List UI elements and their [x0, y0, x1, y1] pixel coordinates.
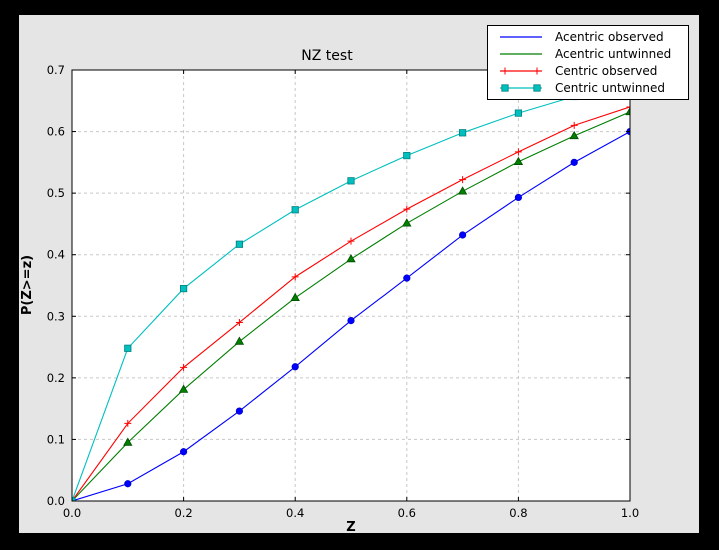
series-marker-acentric-untwinned: [178, 384, 189, 393]
legend: Acentric observed Acentric untwinned Cen…: [487, 25, 689, 100]
series-marker-centric-untwinned: [124, 344, 132, 352]
legend-marker: [533, 84, 541, 92]
legend-line-sample-centric-observed: [500, 67, 542, 75]
series-marker-centric-untwinned: [458, 129, 467, 137]
series-marker-acentric-untwinned: [123, 437, 133, 446]
legend-line-sample-acentric-untwinned: [500, 53, 542, 55]
series-marker-acentric-untwinned: [625, 106, 630, 116]
x-tick-label: 0.8: [509, 506, 527, 520]
x-tick-label: 0.6: [398, 506, 416, 520]
series-marker-centric-observed: [347, 237, 355, 245]
y-tick-label: 0.3: [47, 309, 65, 323]
series-marker-centric-observed: [514, 148, 522, 156]
legend-item: Centric observed: [488, 63, 688, 78]
x-tick-label: 1.0: [621, 506, 639, 520]
series-marker-acentric-observed: [124, 480, 132, 488]
series-marker-acentric-untwinned: [569, 130, 579, 140]
series-marker-centric-observed: [403, 205, 411, 213]
y-tick-label: 0.2: [47, 371, 65, 385]
y-tick-label: 0.0: [47, 494, 65, 508]
series-marker-acentric-untwinned: [457, 186, 468, 195]
chart-layers: 0.0 0.2 0.4 0.6 0.8 1.0 0.0 0.1 0.2 0.3 0.4 0.5 0.6 0…: [47, 63, 639, 520]
series-marker-acentric-observed: [458, 231, 467, 239]
legend-label: Centric untwinned: [555, 80, 666, 95]
series-marker-centric-observed: [459, 176, 467, 184]
legend-line-sample-centric-untwinned: [500, 84, 542, 92]
y-tick-label: 0.7: [47, 63, 65, 77]
series-marker-centric-observed: [180, 363, 188, 371]
legend-marker: [501, 67, 509, 75]
series-marker-centric-observed: [291, 273, 299, 281]
series-marker-centric-untwinned: [179, 284, 188, 293]
legend-marker: [501, 84, 509, 92]
legend-item: Centric untwinned: [488, 80, 688, 95]
y-tick-label: 0.6: [47, 125, 65, 139]
series-marker-centric-untwinned: [347, 177, 355, 185]
legend-item: Acentric untwinned: [488, 47, 688, 62]
series-marker-centric-untwinned: [235, 240, 243, 248]
legend-label: Centric observed: [555, 63, 658, 78]
series-marker-acentric-untwinned: [346, 254, 356, 263]
x-tick-label: 0.2: [174, 506, 192, 520]
series-marker-centric-observed: [626, 103, 630, 111]
y-axis-label: P(Z>=z): [20, 255, 35, 315]
chart-title: NZ test: [301, 48, 353, 64]
legend-label: Acentric observed: [555, 30, 664, 45]
series-marker-centric-untwinned: [291, 206, 299, 214]
series-marker-centric-observed: [124, 419, 132, 427]
series-marker-centric-observed: [235, 318, 243, 326]
x-tick-label: 0.4: [286, 506, 304, 520]
series-marker-centric-observed: [570, 121, 578, 129]
series-marker-acentric-observed: [514, 193, 523, 202]
series-marker-acentric-observed: [347, 316, 355, 325]
series-marker-acentric-untwinned: [402, 218, 412, 227]
series-marker-acentric-observed: [570, 158, 578, 166]
series-marker-acentric-observed: [235, 407, 243, 415]
series-marker-centric-untwinned: [403, 151, 411, 160]
y-tick-label: 0.4: [47, 248, 65, 262]
legend-item: Acentric observed: [488, 30, 688, 45]
series-acentric-observed: [72, 127, 630, 501]
x-tick-label: 0.0: [63, 506, 81, 520]
series-marker-acentric-observed: [291, 363, 299, 371]
series-marker-acentric-untwinned: [513, 156, 524, 165]
series-marker-acentric-untwinned: [290, 292, 300, 302]
series-centric-observed: [72, 103, 630, 501]
y-tick-label: 0.5: [47, 186, 65, 200]
y-tick-label: 0.1: [47, 432, 65, 446]
x-axis-label: Z: [346, 520, 355, 535]
series-marker-centric-untwinned: [514, 109, 523, 117]
legend-line-sample-acentric-observed: [500, 36, 542, 38]
series-marker-acentric-observed: [180, 448, 188, 456]
legend-marker: [533, 67, 541, 75]
axes-frame: [71, 69, 631, 502]
series-marker-acentric-observed: [403, 274, 411, 282]
axes-background: [72, 70, 630, 501]
series-marker-acentric-untwinned: [234, 336, 245, 345]
legend-label: Acentric untwinned: [555, 47, 672, 62]
